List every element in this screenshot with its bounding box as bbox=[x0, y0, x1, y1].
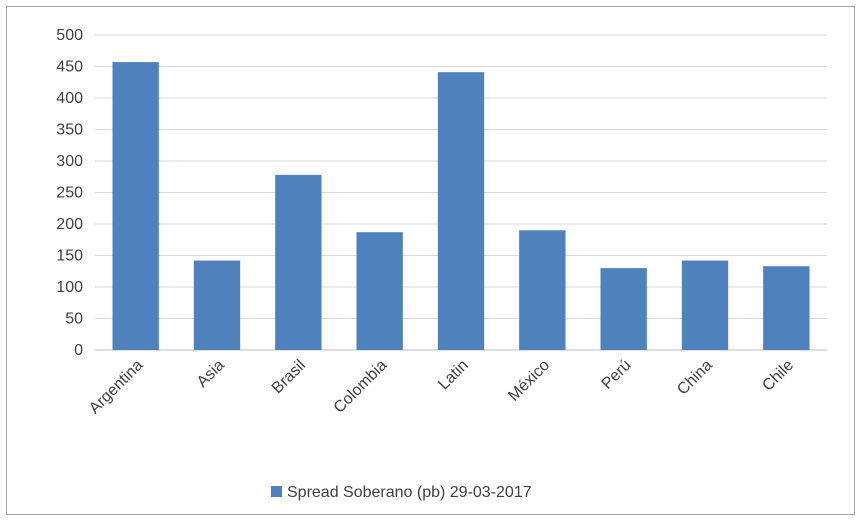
x-tick-label: Latin bbox=[435, 357, 472, 394]
x-tick-label: Colombia bbox=[331, 357, 391, 417]
bar-china bbox=[681, 260, 729, 350]
y-tick-label: 150 bbox=[56, 248, 83, 265]
bar-brasil bbox=[275, 174, 322, 350]
bar-perú bbox=[600, 268, 647, 350]
x-tick-label: Argentina bbox=[86, 357, 147, 418]
y-tick-label: 100 bbox=[56, 279, 83, 296]
bar-asia bbox=[193, 260, 241, 350]
y-tick-label: 400 bbox=[56, 90, 83, 107]
x-tick-label: Asia bbox=[194, 357, 228, 391]
y-tick-label: 300 bbox=[56, 153, 83, 170]
bar-colombia bbox=[356, 232, 403, 350]
legend-label: Spread Soberano (pb) 29-03-2017 bbox=[287, 484, 532, 501]
legend-swatch bbox=[271, 486, 282, 497]
x-tick-label: Perú bbox=[599, 357, 635, 393]
y-tick-label: 250 bbox=[56, 185, 83, 202]
bar-méxico bbox=[519, 230, 566, 350]
bar-latin bbox=[437, 72, 485, 351]
y-tick-label: 50 bbox=[65, 311, 83, 328]
x-tick-label: Chile bbox=[759, 357, 797, 395]
bar-argentina bbox=[112, 62, 159, 351]
x-tick-label: Brasil bbox=[269, 357, 309, 397]
x-tick-label: China bbox=[674, 357, 716, 399]
x-tick-label: México bbox=[505, 357, 553, 405]
y-tick-label: 0 bbox=[74, 342, 83, 359]
y-tick-label: 350 bbox=[56, 122, 83, 139]
y-tick-label: 450 bbox=[56, 59, 83, 76]
y-tick-label: 200 bbox=[56, 216, 83, 233]
y-tick-label: 500 bbox=[56, 27, 83, 44]
bar-chile bbox=[763, 266, 810, 350]
